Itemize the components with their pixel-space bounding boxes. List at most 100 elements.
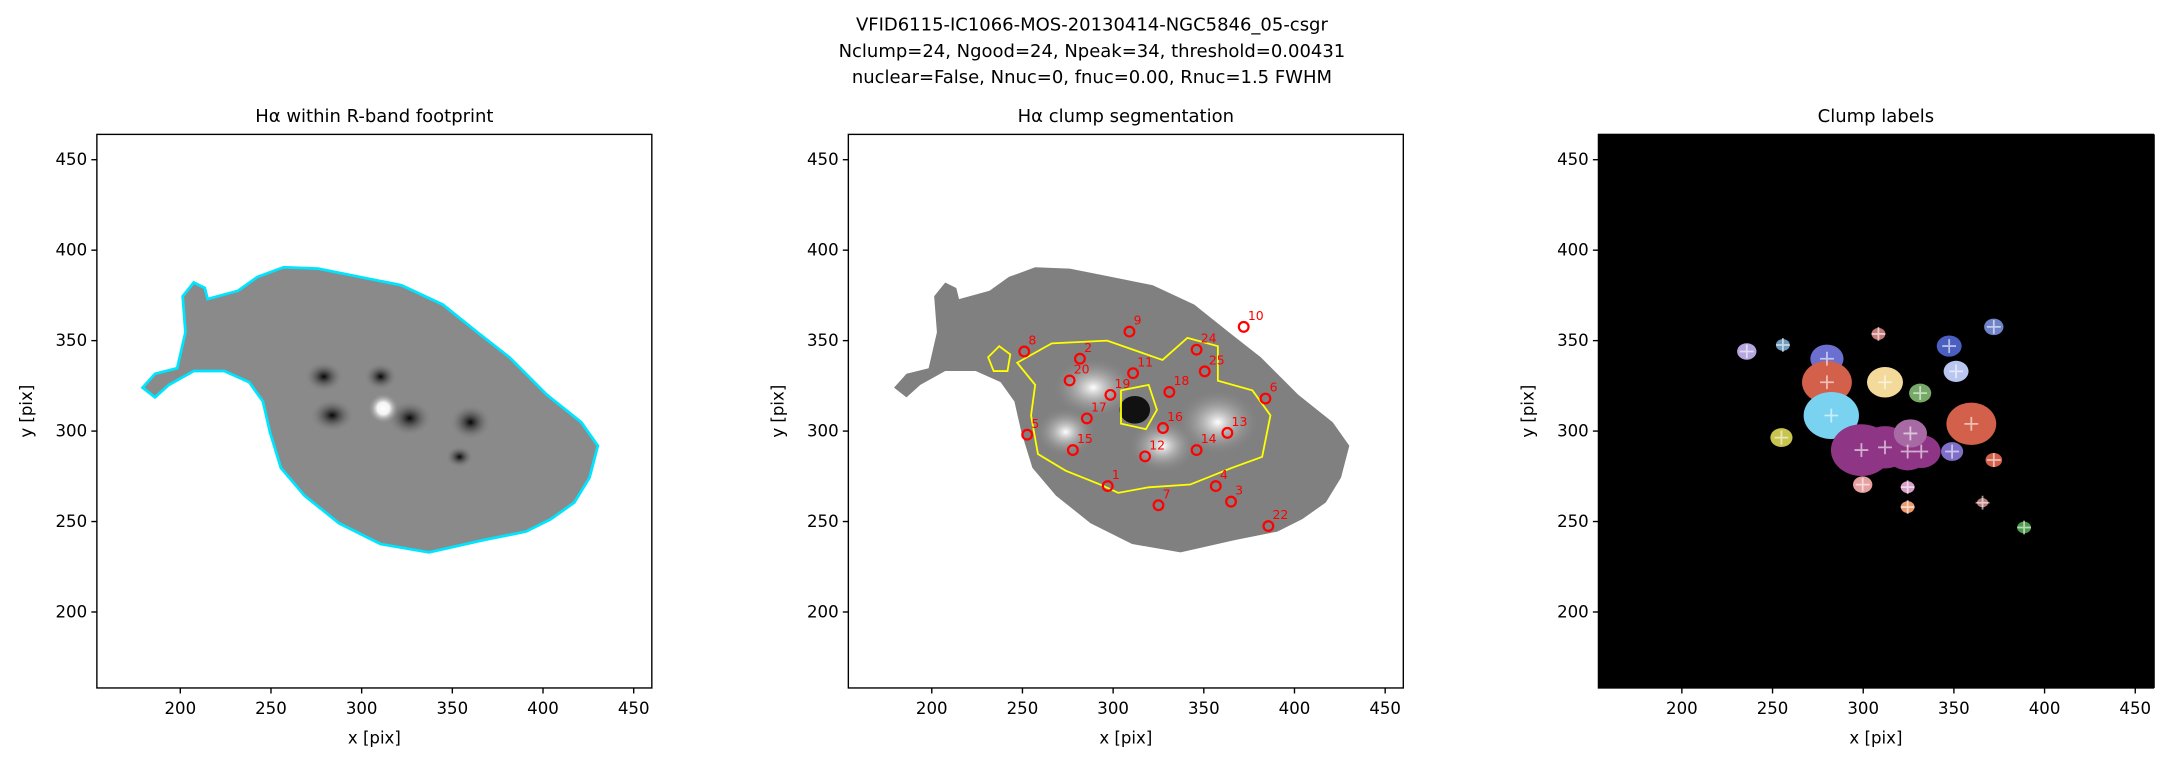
- clump-label: 2: [1084, 340, 1092, 355]
- clump-center: [1914, 444, 1929, 459]
- x-tick-label: 300: [1847, 699, 1879, 718]
- clump-label: 18: [1174, 373, 1190, 388]
- clump-center: [1774, 430, 1789, 445]
- x-tick-label: 250: [1007, 699, 1039, 718]
- clump-marker: [1259, 392, 1272, 405]
- x-tick-label: 400: [2029, 699, 2061, 718]
- clump-marker: [1157, 422, 1169, 434]
- x-axis-label: x [pix]: [1099, 728, 1152, 747]
- panel-title: Clump labels: [1818, 106, 1934, 127]
- clump-center: [1975, 495, 1990, 510]
- clump-center: [1900, 444, 1915, 459]
- clump-label: 7: [1163, 486, 1171, 501]
- x-tick-label: 200: [1666, 699, 1698, 718]
- x-tick-label: 200: [164, 699, 196, 718]
- clump-center: [1820, 351, 1834, 366]
- x-tick-label: 300: [346, 699, 378, 718]
- clump-marker: [1063, 374, 1076, 387]
- clump-marker: [1209, 480, 1222, 493]
- y-axis-label: y [pix]: [768, 385, 787, 438]
- panel-title: Hα clump segmentation: [1018, 106, 1234, 127]
- y-tick-label: 400: [56, 241, 88, 260]
- clump-center: [1900, 480, 1915, 495]
- clump-center: [1820, 375, 1834, 390]
- y-tick-label: 400: [807, 241, 839, 260]
- clump-center: [1949, 364, 1963, 379]
- x-tick-label: 350: [436, 699, 468, 718]
- x-tick-label: 450: [2119, 699, 2151, 718]
- clump-label: 1: [1112, 467, 1120, 482]
- clump-label: 8: [1028, 333, 1036, 348]
- clump-label: 19: [1115, 376, 1131, 391]
- clump-marker: [1198, 365, 1211, 378]
- y-tick-label: 450: [807, 150, 839, 169]
- clump-label: 25: [1209, 352, 1225, 367]
- clump-label: 15: [1077, 431, 1093, 446]
- x-tick-label: 250: [255, 699, 287, 718]
- clump-label: 11: [1137, 354, 1153, 369]
- y-tick-label: 400: [1557, 241, 1589, 260]
- clump-marker: [1104, 388, 1117, 401]
- clump-center: [1878, 440, 1892, 455]
- y-tick-label: 300: [56, 422, 88, 441]
- y-tick-label: 200: [56, 603, 88, 622]
- clump-center: [1903, 426, 1918, 441]
- y-axis-label: y [pix]: [17, 385, 36, 438]
- clump-marker: [1101, 480, 1114, 493]
- clump-label: 9: [1134, 313, 1142, 328]
- x-axis-label: x [pix]: [1849, 728, 1902, 747]
- x-tick-label: 400: [527, 699, 559, 718]
- clump-label: 22: [1273, 507, 1289, 522]
- clump-marker: [1073, 352, 1086, 365]
- y-tick-label: 350: [56, 331, 88, 350]
- y-tick-label: 350: [1557, 331, 1589, 350]
- y-tick-label: 450: [56, 150, 88, 169]
- clump-marker: [1066, 444, 1079, 457]
- clump-label: 17: [1091, 399, 1107, 414]
- clump-marker: [1237, 320, 1250, 333]
- y-tick-label: 200: [807, 603, 839, 622]
- label-image: [1598, 134, 2155, 688]
- clump-marker: [1123, 325, 1136, 338]
- y-tick-label: 300: [1557, 422, 1589, 441]
- x-tick-label: 200: [916, 699, 948, 718]
- x-tick-label: 350: [1188, 699, 1220, 718]
- clump-label: 14: [1201, 431, 1217, 446]
- clump-center: [1913, 386, 1928, 401]
- clump-marker: [1018, 345, 1031, 358]
- clump-label: 6: [1270, 380, 1278, 395]
- clump-marker: [1127, 367, 1140, 380]
- clump-label: 12: [1149, 437, 1165, 452]
- x-tick-label: 400: [1279, 699, 1311, 718]
- clump-label: 16: [1167, 409, 1183, 424]
- clump-center: [1878, 375, 1892, 390]
- figure-title: VFID6115-IC1066-MOS-20130414-NGC5846_05-…: [856, 15, 1329, 36]
- figure-title: nuclear=False, Nnuc=0, fnuc=0.00, Rnuc=1…: [852, 67, 1332, 88]
- clump-center: [1775, 338, 1790, 352]
- clump-center: [2017, 520, 2031, 535]
- y-tick-label: 250: [807, 512, 839, 531]
- y-tick-label: 250: [1557, 512, 1589, 531]
- clump-label: 3: [1235, 483, 1243, 498]
- clump-label: 4: [1220, 467, 1228, 482]
- clump-marker: [1021, 428, 1034, 441]
- x-tick-label: 450: [1369, 699, 1401, 718]
- clump-center: [1900, 500, 1915, 514]
- x-tick-label: 450: [618, 699, 650, 718]
- x-tick-label: 250: [1757, 699, 1789, 718]
- figure-title: Nclump=24, Ngood=24, Npeak=34, threshold…: [839, 41, 1346, 62]
- clump-center: [1855, 477, 1870, 492]
- clump-marker: [1163, 386, 1176, 398]
- y-tick-label: 450: [1557, 150, 1589, 169]
- panel-title: Hα within R-band footprint: [255, 106, 493, 127]
- clump-center: [1945, 444, 1960, 459]
- x-tick-label: 350: [1938, 699, 1970, 718]
- segmentation-image: [894, 267, 1350, 553]
- y-tick-label: 200: [1557, 603, 1589, 622]
- clump-center: [1871, 327, 1886, 341]
- clump-marker: [1152, 499, 1165, 512]
- clump-marker: [1139, 450, 1152, 463]
- x-tick-label: 300: [1097, 699, 1129, 718]
- y-axis-label: y [pix]: [1518, 385, 1537, 438]
- x-axis-label: x [pix]: [348, 728, 401, 747]
